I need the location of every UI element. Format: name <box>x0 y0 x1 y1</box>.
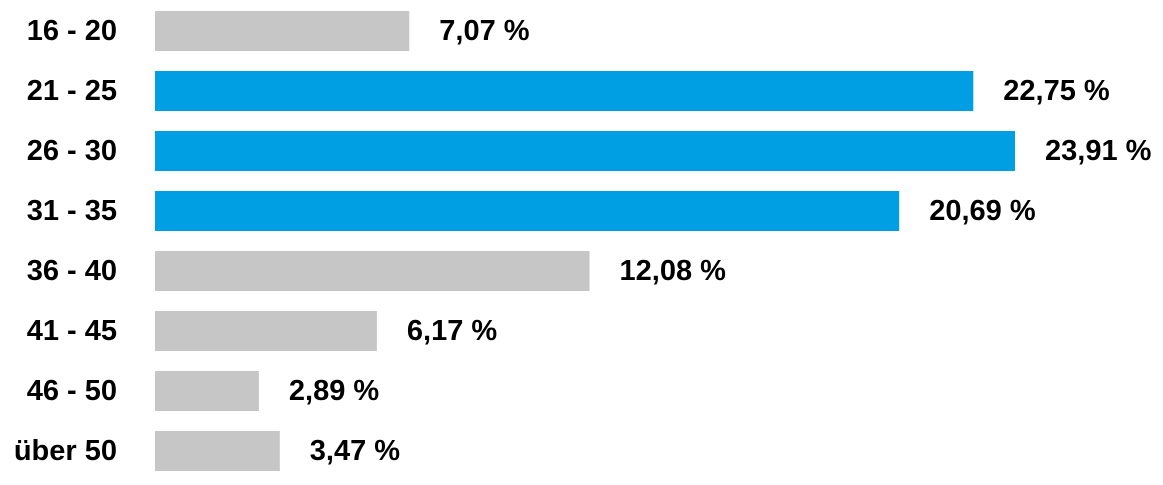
bar <box>155 131 1015 171</box>
bar <box>155 311 377 351</box>
category-label: 26 - 30 <box>27 135 117 167</box>
bar-row: 36 - 40 12,08 % <box>27 251 726 291</box>
category-label: 31 - 35 <box>27 195 117 227</box>
bar-row: 16 - 20 7,07 % <box>27 11 530 51</box>
value-label: 3,47 % <box>310 435 400 467</box>
category-label: über 50 <box>14 435 117 467</box>
category-label: 36 - 40 <box>27 255 117 287</box>
bar <box>155 71 974 111</box>
bar-row: 21 - 25 22,75 % <box>27 71 1110 111</box>
value-label: 6,17 % <box>407 315 497 347</box>
bar-row: 41 - 45 6,17 % <box>27 311 497 351</box>
bar <box>155 251 590 291</box>
category-label: 41 - 45 <box>27 315 117 347</box>
category-label: 21 - 25 <box>27 75 117 107</box>
value-label: 7,07 % <box>439 15 529 47</box>
value-label: 20,69 % <box>929 195 1036 227</box>
value-label: 23,91 % <box>1045 135 1152 167</box>
bar-row: über 50 3,47 % <box>14 431 400 471</box>
bar <box>155 11 410 51</box>
bar-row: 46 - 50 2,89 % <box>27 371 379 411</box>
value-label: 22,75 % <box>1003 75 1110 107</box>
value-label: 2,89 % <box>289 375 379 407</box>
category-label: 46 - 50 <box>27 375 117 407</box>
bar-row: 31 - 35 20,69 % <box>27 191 1036 231</box>
bar <box>155 371 259 411</box>
category-label: 16 - 20 <box>27 15 117 47</box>
bar <box>155 191 900 231</box>
bar <box>155 431 280 471</box>
bar-row: 26 - 30 23,91 % <box>27 131 1152 171</box>
value-label: 12,08 % <box>620 255 727 287</box>
